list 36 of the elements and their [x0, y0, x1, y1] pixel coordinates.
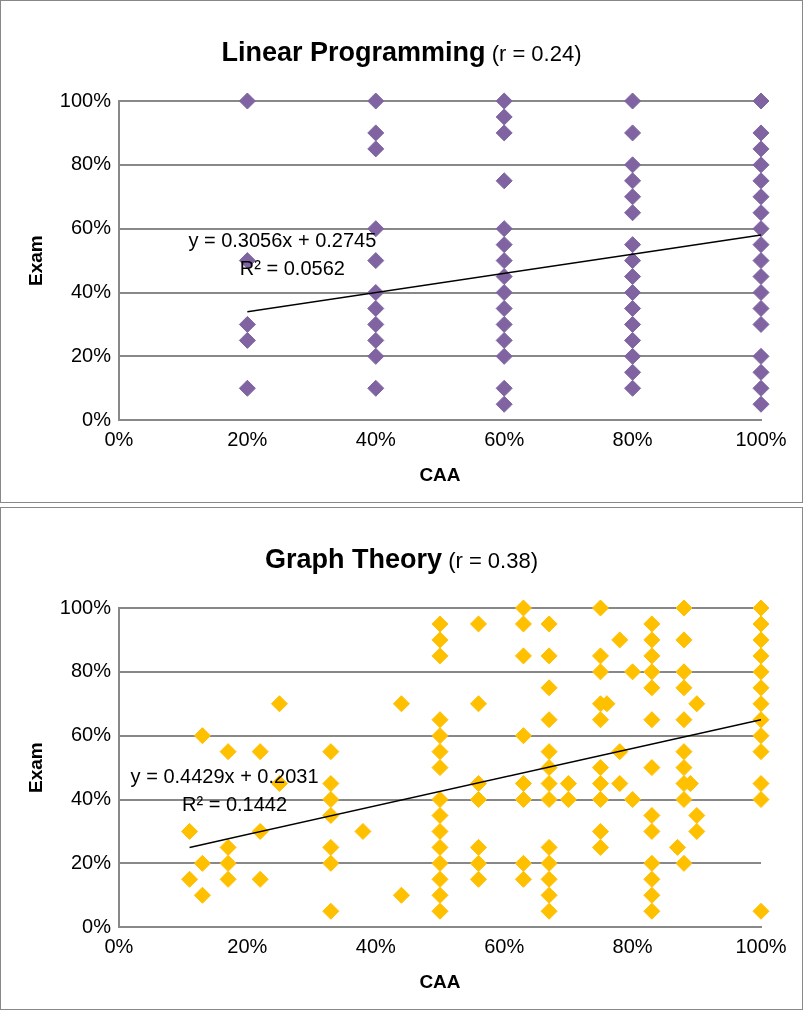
chart-title: Linear Programming — [221, 37, 486, 67]
y-tick-label: 0% — [82, 914, 112, 937]
y-tick-label: 60% — [70, 723, 112, 746]
annotation: R² = 0.1442 — [182, 792, 288, 815]
y-tick-label: 40% — [70, 787, 112, 810]
x-tick-label: 100% — [735, 934, 787, 957]
x-tick-label: 100% — [735, 427, 787, 450]
y-tick-label: 80% — [70, 152, 112, 175]
y-axis-title: Exam — [24, 742, 46, 793]
y-tick-label: 60% — [70, 216, 112, 239]
x-tick-label: 60% — [484, 934, 525, 957]
chart-title: Graph Theory — [264, 544, 443, 574]
x-tick-label: 0% — [104, 427, 134, 450]
x-axis-title: CAA — [419, 463, 461, 485]
y-tick-label: 40% — [70, 280, 112, 303]
y-tick-label: 20% — [70, 343, 112, 366]
x-tick-label: 80% — [612, 427, 653, 450]
y-tick-label: 20% — [70, 850, 112, 873]
y-tick-label: 0% — [82, 407, 112, 430]
annotation: R² = 0.0562 — [239, 257, 345, 280]
x-tick-label: 0% — [104, 934, 134, 957]
y-tick-label: 100% — [59, 88, 112, 111]
y-tick-label: 80% — [70, 659, 112, 682]
x-axis-title: CAA — [419, 970, 461, 992]
x-tick-label: 60% — [484, 427, 525, 450]
y-tick-label: 100% — [59, 595, 112, 618]
annotation: y = 0.3056x + 0.2745 — [188, 229, 377, 252]
annotation: y = 0.4429x + 0.2031 — [130, 764, 319, 787]
x-tick-label: 80% — [612, 934, 653, 957]
x-tick-label: 40% — [355, 934, 396, 957]
chart-subtitle: (r = 0.24) — [490, 41, 582, 66]
y-axis-title: Exam — [24, 235, 46, 286]
x-tick-label: 20% — [227, 427, 268, 450]
chart-subtitle: (r = 0.38) — [447, 548, 538, 573]
x-tick-label: 20% — [227, 934, 268, 957]
x-tick-label: 40% — [355, 427, 396, 450]
